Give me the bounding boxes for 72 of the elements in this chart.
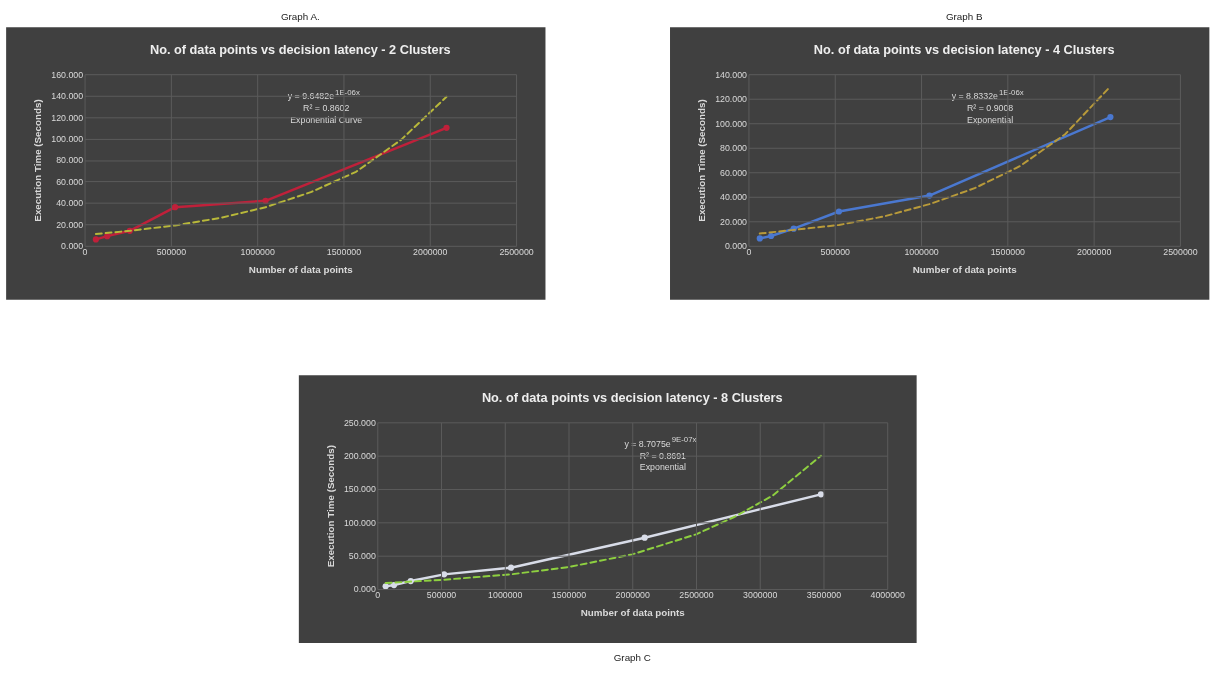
x-tick-label: 1500000 [990,247,1026,258]
point [817,491,825,498]
y-tick-label: 80.000 [720,143,748,154]
y-tick-label: 100.000 [51,133,84,144]
x-tick-label: 500000 [820,247,851,258]
y-tick-label: 120.000 [715,94,748,105]
point [104,233,111,240]
point [507,564,515,571]
y-tick-label: 140.000 [51,91,84,102]
y-tick-label: 160.000 [51,69,84,80]
x-axis-title: Number of data points [580,607,686,618]
y-tick-label: 50.000 [348,551,376,562]
x-tick-label: 0 [375,590,381,601]
point [441,571,448,578]
y-tick-label: 250.000 [343,417,376,428]
x-tick-label: 1000000 [904,247,939,258]
y-tick-label: 20.000 [56,219,84,230]
x-tick-label: 1000000 [488,590,523,601]
x-tick-label: 2000000 [1076,247,1112,258]
x-tick-label: 3000000 [743,590,778,601]
x-axis-title: Number of data points [248,263,354,275]
y-axis-title: Execution Time (Seconds) [325,445,337,568]
y-tick-label: 200.000 [343,451,376,462]
x-tick-label: 500000 [156,247,187,258]
y-tick-label: 40.000 [56,198,84,209]
x-tick-label: 0 [746,247,752,258]
y-tick-label: 60.000 [720,167,748,178]
y-tick-label: 0.000 [724,241,748,252]
point [443,124,450,131]
point [641,534,648,541]
point [171,204,179,211]
x-tick-label: 2000000 [615,590,650,601]
text: Graph A. [280,11,320,23]
x-tick-label: 4000000 [870,590,905,601]
y-tick-label: 0.000 [353,584,376,595]
y-tick-label: 20.000 [720,216,748,227]
y-axis-title: Execution Time (Seconds) [32,99,44,222]
text: Graph C [613,651,651,663]
chart-title: No. of data points vs decision latency - 4 Clusters [813,41,1115,57]
x-tick-label: 0 [82,247,88,258]
x-tick-label: 2500000 [1163,247,1198,258]
x-tick-label: 1500000 [326,247,362,258]
point [1107,114,1114,121]
x-tick-label: 2000000 [413,247,448,258]
y-tick-label: 140.000 [715,69,748,80]
text: Graph B [945,11,983,23]
point [262,197,269,204]
x-tick-label: 2500000 [679,590,714,601]
point [756,235,763,242]
y-tick-label: 60.000 [56,176,84,187]
y-tick-label: 120.000 [51,112,84,123]
point [835,208,843,215]
point [92,236,99,243]
x-tick-label: 3500000 [806,590,842,601]
y-tick-label: 100.000 [715,118,748,129]
x-tick-label: 1000000 [240,247,275,258]
x-tick-label: 500000 [426,590,457,601]
y-tick-label: 150.000 [343,484,376,495]
chart-title: No. of data points vs decision latency - 8 Clusters [481,389,783,405]
point [390,581,398,589]
x-tick-label: 2500000 [499,247,534,258]
x-tick-label: 1500000 [551,590,587,601]
y-tick-label: 0.000 [61,241,84,252]
point [382,583,389,590]
point [926,192,933,199]
x-axis-title: Number of data points [912,263,1018,275]
y-axis-title: Execution Time (Seconds) [696,99,708,222]
point [767,232,775,240]
y-tick-label: 100.000 [343,517,376,528]
y-tick-label: 40.000 [720,192,748,203]
chart-title: No. of data points vs decision latency - 2 Clusters [149,41,451,57]
y-tick-label: 80.000 [56,155,84,166]
